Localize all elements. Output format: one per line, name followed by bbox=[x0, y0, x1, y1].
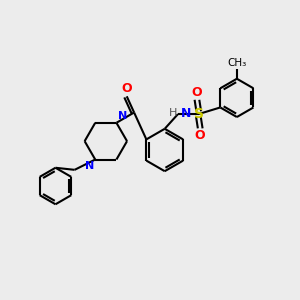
Text: CH₃: CH₃ bbox=[227, 58, 247, 68]
Text: O: O bbox=[122, 82, 132, 95]
Text: H: H bbox=[169, 109, 177, 118]
Text: O: O bbox=[192, 86, 203, 99]
Text: O: O bbox=[195, 129, 206, 142]
Text: N: N bbox=[181, 107, 191, 120]
Text: N: N bbox=[118, 111, 127, 121]
Text: N: N bbox=[85, 161, 94, 171]
Text: S: S bbox=[194, 107, 204, 121]
